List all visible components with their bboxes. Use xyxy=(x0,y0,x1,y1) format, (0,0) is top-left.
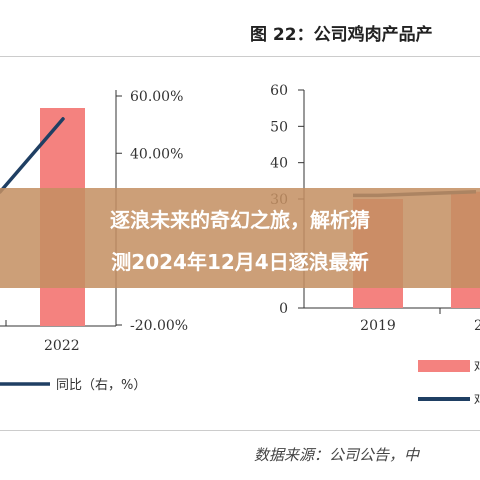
right-legend-swatch-bar xyxy=(418,360,470,372)
left-right-axis-tick-label: 60.00% xyxy=(130,89,183,105)
right-y-tick-label: 60 xyxy=(270,83,288,99)
right-y-tick-label: 0 xyxy=(279,301,288,317)
right-x-tick-label: 2 xyxy=(474,318,480,334)
right-x-tick-label: 2019 xyxy=(360,318,396,334)
bottom-divider xyxy=(0,430,480,431)
right-legend-label-line: 鸡 xyxy=(474,392,480,408)
top-divider xyxy=(0,56,480,57)
headline-line-2: 测2024年12月4日逐浪最新 xyxy=(111,250,369,274)
right-y-tick-label: 50 xyxy=(270,119,288,135)
headline-banner xyxy=(0,188,480,288)
left-right-axis-tick-label: -20.00% xyxy=(130,318,188,334)
figure-title: 图 22：公司鸡肉产品产 xyxy=(250,25,433,45)
left-legend-label: 同比（右，%） xyxy=(56,378,146,393)
left-yoy-line xyxy=(0,117,65,194)
left-right-axis-tick-label: 40.00% xyxy=(130,146,183,162)
right-y-tick-label: 40 xyxy=(270,156,288,172)
source-note: 数据来源：公司公告，中 xyxy=(254,446,420,464)
left-x-tick-label: 2022 xyxy=(44,338,80,354)
right-legend-label-bar: 鸡 xyxy=(474,359,480,375)
headline-line-1: 逐浪未来的奇幻之旅，解析猜 xyxy=(110,208,370,232)
